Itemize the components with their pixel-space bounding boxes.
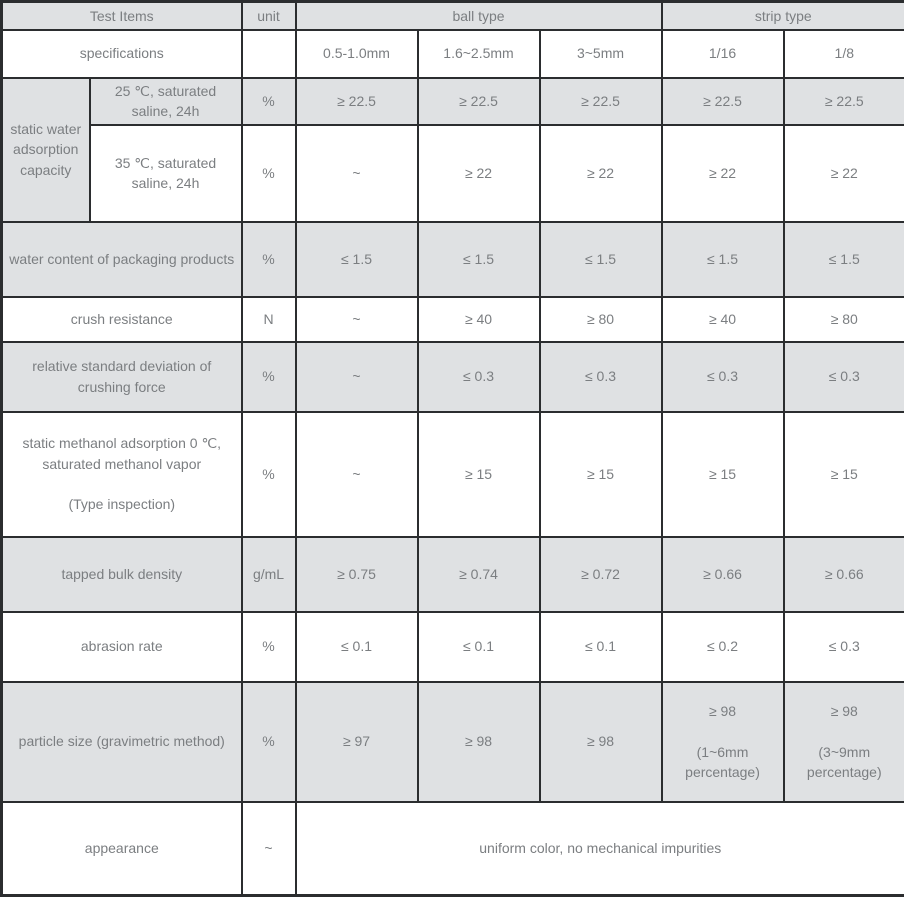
- header-strip-type: strip type: [662, 2, 904, 30]
- spec-cell: 3~5mm: [540, 30, 662, 78]
- value-cell: ≤ 1.5: [296, 222, 418, 297]
- appearance-row: appearance ~ uniform color, no mechanica…: [2, 802, 904, 896]
- value-cell: ≥ 98 (3~9mm percentage): [784, 682, 904, 802]
- value-cell: ≥ 98: [418, 682, 540, 802]
- value-cell: ≤ 1.5: [540, 222, 662, 297]
- value-cell: ≥ 22.5: [296, 78, 418, 125]
- tapped-bulk-density-row: tapped bulk density g/mL ≥ 0.75 ≥ 0.74 ≥…: [2, 537, 904, 612]
- abrasion-rate-row: abrasion rate % ≤ 0.1 ≤ 0.1 ≤ 0.1 ≤ 0.2 …: [2, 612, 904, 682]
- value-cell: ~: [296, 297, 418, 342]
- value-cell: uniform color, no mechanical impurities: [296, 802, 904, 896]
- specifications-row: specifications 0.5-1.0mm 1.6~2.5mm 3~5mm…: [2, 30, 904, 78]
- crush-resistance-row: crush resistance N ~ ≥ 40 ≥ 80 ≥ 40 ≥ 80: [2, 297, 904, 342]
- value-cell: ≥ 40: [662, 297, 784, 342]
- unit-cell: ~: [242, 802, 296, 896]
- row-label: static methanol adsorption 0 ℃, saturate…: [2, 412, 242, 537]
- unit-cell: %: [242, 125, 296, 222]
- value-cell: ≥ 15: [662, 412, 784, 537]
- row-label: water content of packaging products: [2, 222, 242, 297]
- unit-cell: g/mL: [242, 537, 296, 612]
- value-cell: ≥ 15: [784, 412, 904, 537]
- value-cell: ≥ 0.66: [784, 537, 904, 612]
- value-cell: ≥ 80: [784, 297, 904, 342]
- value-cell: ~: [296, 342, 418, 412]
- spec-cell: 1/8: [784, 30, 904, 78]
- row-label: 35 ℃, saturated saline, 24h: [90, 125, 242, 222]
- value-cell: ≥ 22.5: [540, 78, 662, 125]
- header-test-items: Test Items: [2, 2, 242, 30]
- header-row: Test Items unit ball type strip type: [2, 2, 904, 30]
- value-cell: ≥ 22.5: [418, 78, 540, 125]
- row-label: tapped bulk density: [2, 537, 242, 612]
- value-cell: ≤ 1.5: [418, 222, 540, 297]
- value-cell: ≤ 0.3: [784, 342, 904, 412]
- value-cell: ≥ 0.72: [540, 537, 662, 612]
- value-cell: ≥ 22.5: [784, 78, 904, 125]
- header-unit: unit: [242, 2, 296, 30]
- value-cell: ≥ 15: [540, 412, 662, 537]
- value-cell: ≤ 0.3: [418, 342, 540, 412]
- value-cell: ≥ 15: [418, 412, 540, 537]
- crushing-force-deviation-row: relative standard deviation of crushing …: [2, 342, 904, 412]
- water-content-row: water content of packaging products % ≤ …: [2, 222, 904, 297]
- unit-cell: %: [242, 78, 296, 125]
- row-label: abrasion rate: [2, 612, 242, 682]
- unit-cell: %: [242, 342, 296, 412]
- unit-cell: %: [242, 682, 296, 802]
- value-cell: ~: [296, 412, 418, 537]
- row-label: 25 ℃, saturated saline, 24h: [90, 78, 242, 125]
- value-cell: ≥ 97: [296, 682, 418, 802]
- unit-cell: %: [242, 412, 296, 537]
- static-water-group-label: static water adsorption capacity: [2, 78, 90, 222]
- value-cell: ≤ 1.5: [662, 222, 784, 297]
- value-cell: ≥ 80: [540, 297, 662, 342]
- value-cell: ≥ 22: [662, 125, 784, 222]
- row-label: crush resistance: [2, 297, 242, 342]
- value-cell: ≤ 0.3: [784, 612, 904, 682]
- value-cell: ~: [296, 125, 418, 222]
- value-cell: ≥ 40: [418, 297, 540, 342]
- value-cell: ≥ 0.66: [662, 537, 784, 612]
- spec-cell: 0.5-1.0mm: [296, 30, 418, 78]
- row-label: relative standard deviation of crushing …: [2, 342, 242, 412]
- header-ball-type: ball type: [296, 2, 662, 30]
- value-cell: ≥ 0.75: [296, 537, 418, 612]
- value-cell: ≤ 0.3: [662, 342, 784, 412]
- unit-cell: %: [242, 222, 296, 297]
- methanol-adsorption-row: static methanol adsorption 0 ℃, saturate…: [2, 412, 904, 537]
- static-water-35c-row: 35 ℃, saturated saline, 24h % ~ ≥ 22 ≥ 2…: [2, 125, 904, 222]
- value-cell: ≤ 0.1: [540, 612, 662, 682]
- spec-cell: 1/16: [662, 30, 784, 78]
- unit-cell: [242, 30, 296, 78]
- unit-cell: %: [242, 612, 296, 682]
- value-cell: ≥ 22.5: [662, 78, 784, 125]
- value-cell: ≤ 1.5: [784, 222, 904, 297]
- value-cell: ≤ 0.3: [540, 342, 662, 412]
- value-cell: ≥ 22: [784, 125, 904, 222]
- value-cell: ≥ 22: [540, 125, 662, 222]
- row-label: appearance: [2, 802, 242, 896]
- value-cell: ≤ 0.2: [662, 612, 784, 682]
- value-cell: ≤ 0.1: [296, 612, 418, 682]
- row-label: particle size (gravimetric method): [2, 682, 242, 802]
- value-cell: ≥ 22: [418, 125, 540, 222]
- value-cell: ≥ 98 (1~6mm percentage): [662, 682, 784, 802]
- value-cell: ≥ 98: [540, 682, 662, 802]
- row-label: specifications: [2, 30, 242, 78]
- value-cell: ≥ 0.74: [418, 537, 540, 612]
- unit-cell: N: [242, 297, 296, 342]
- particle-size-row: particle size (gravimetric method) % ≥ 9…: [2, 682, 904, 802]
- static-water-25c-row: static water adsorption capacity 25 ℃, s…: [2, 78, 904, 125]
- spec-cell: 1.6~2.5mm: [418, 30, 540, 78]
- value-cell: ≤ 0.1: [418, 612, 540, 682]
